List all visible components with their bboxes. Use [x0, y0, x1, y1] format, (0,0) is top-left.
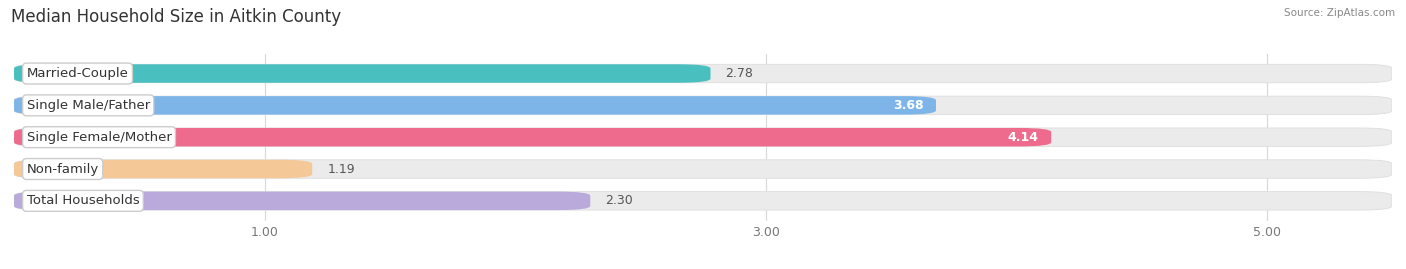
FancyBboxPatch shape	[14, 160, 1392, 178]
Text: 1.19: 1.19	[328, 162, 354, 175]
FancyBboxPatch shape	[14, 64, 1392, 83]
FancyBboxPatch shape	[14, 64, 710, 83]
Text: 2.30: 2.30	[606, 194, 633, 207]
Text: Non-family: Non-family	[27, 162, 98, 175]
FancyBboxPatch shape	[14, 96, 1392, 115]
Text: Single Female/Mother: Single Female/Mother	[27, 131, 172, 144]
Text: 3.68: 3.68	[893, 99, 924, 112]
Text: Total Households: Total Households	[27, 194, 139, 207]
Text: Median Household Size in Aitkin County: Median Household Size in Aitkin County	[11, 8, 342, 26]
Text: 2.78: 2.78	[725, 67, 754, 80]
FancyBboxPatch shape	[14, 160, 312, 178]
Text: Single Male/Father: Single Male/Father	[27, 99, 150, 112]
FancyBboxPatch shape	[14, 96, 936, 115]
Text: Source: ZipAtlas.com: Source: ZipAtlas.com	[1284, 8, 1395, 18]
Text: Married-Couple: Married-Couple	[27, 67, 128, 80]
Text: 4.14: 4.14	[1008, 131, 1039, 144]
FancyBboxPatch shape	[14, 128, 1052, 146]
FancyBboxPatch shape	[14, 128, 1392, 146]
FancyBboxPatch shape	[14, 192, 591, 210]
FancyBboxPatch shape	[14, 192, 1392, 210]
